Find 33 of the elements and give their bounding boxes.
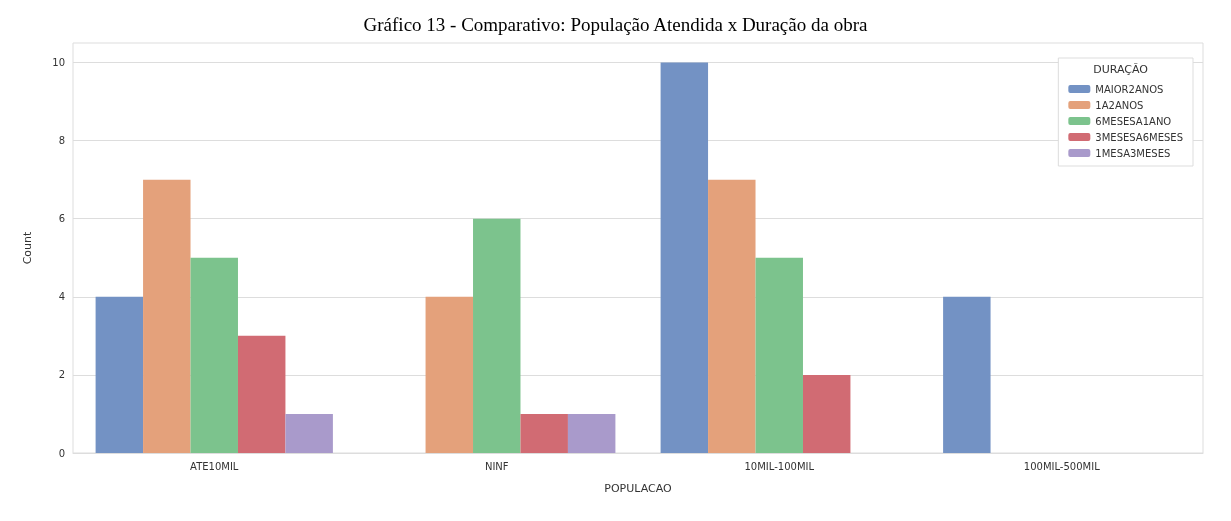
legend-label: 3MESESA6MESES xyxy=(1095,131,1183,143)
bar xyxy=(943,296,991,453)
y-tick-label: 2 xyxy=(58,369,65,381)
bar xyxy=(237,335,286,453)
bar xyxy=(708,179,756,453)
x-axis-title: POPULACAO xyxy=(604,482,673,495)
x-tick-label: ATE10MIL xyxy=(190,460,239,472)
y-tick-label: 6 xyxy=(58,213,65,225)
bar xyxy=(425,296,474,453)
y-tick-label: 0 xyxy=(58,447,65,459)
bar xyxy=(473,218,521,453)
x-tick-label: NINF xyxy=(484,460,509,472)
bar xyxy=(190,257,238,453)
legend-label: 1MESA3MESES xyxy=(1095,147,1171,159)
bar xyxy=(143,179,191,453)
legend-label: 6MESESA1ANO xyxy=(1095,115,1172,127)
bar xyxy=(520,413,568,453)
bar xyxy=(95,296,144,453)
y-tick-label: 8 xyxy=(58,135,65,147)
bar xyxy=(660,62,709,453)
legend-label: 1A2ANOS xyxy=(1095,99,1144,111)
bar xyxy=(755,257,803,453)
y-tick-label: 4 xyxy=(58,291,65,303)
y-tick-label: 10 xyxy=(52,57,65,69)
legend-label: MAIOR2ANOS xyxy=(1095,83,1164,95)
legend-title: DURAÇÃO xyxy=(1093,63,1149,76)
bar xyxy=(802,374,851,453)
x-tick-label: 100MIL-500MIL xyxy=(1023,460,1101,472)
y-axis-title: Count xyxy=(21,230,34,265)
chart-title: Gráfico 13 - Comparativo: População Atendida x Duração da obra xyxy=(363,14,868,35)
x-tick-label: 10MIL-100MIL xyxy=(744,460,815,472)
bar xyxy=(567,413,616,453)
bar xyxy=(285,413,333,453)
